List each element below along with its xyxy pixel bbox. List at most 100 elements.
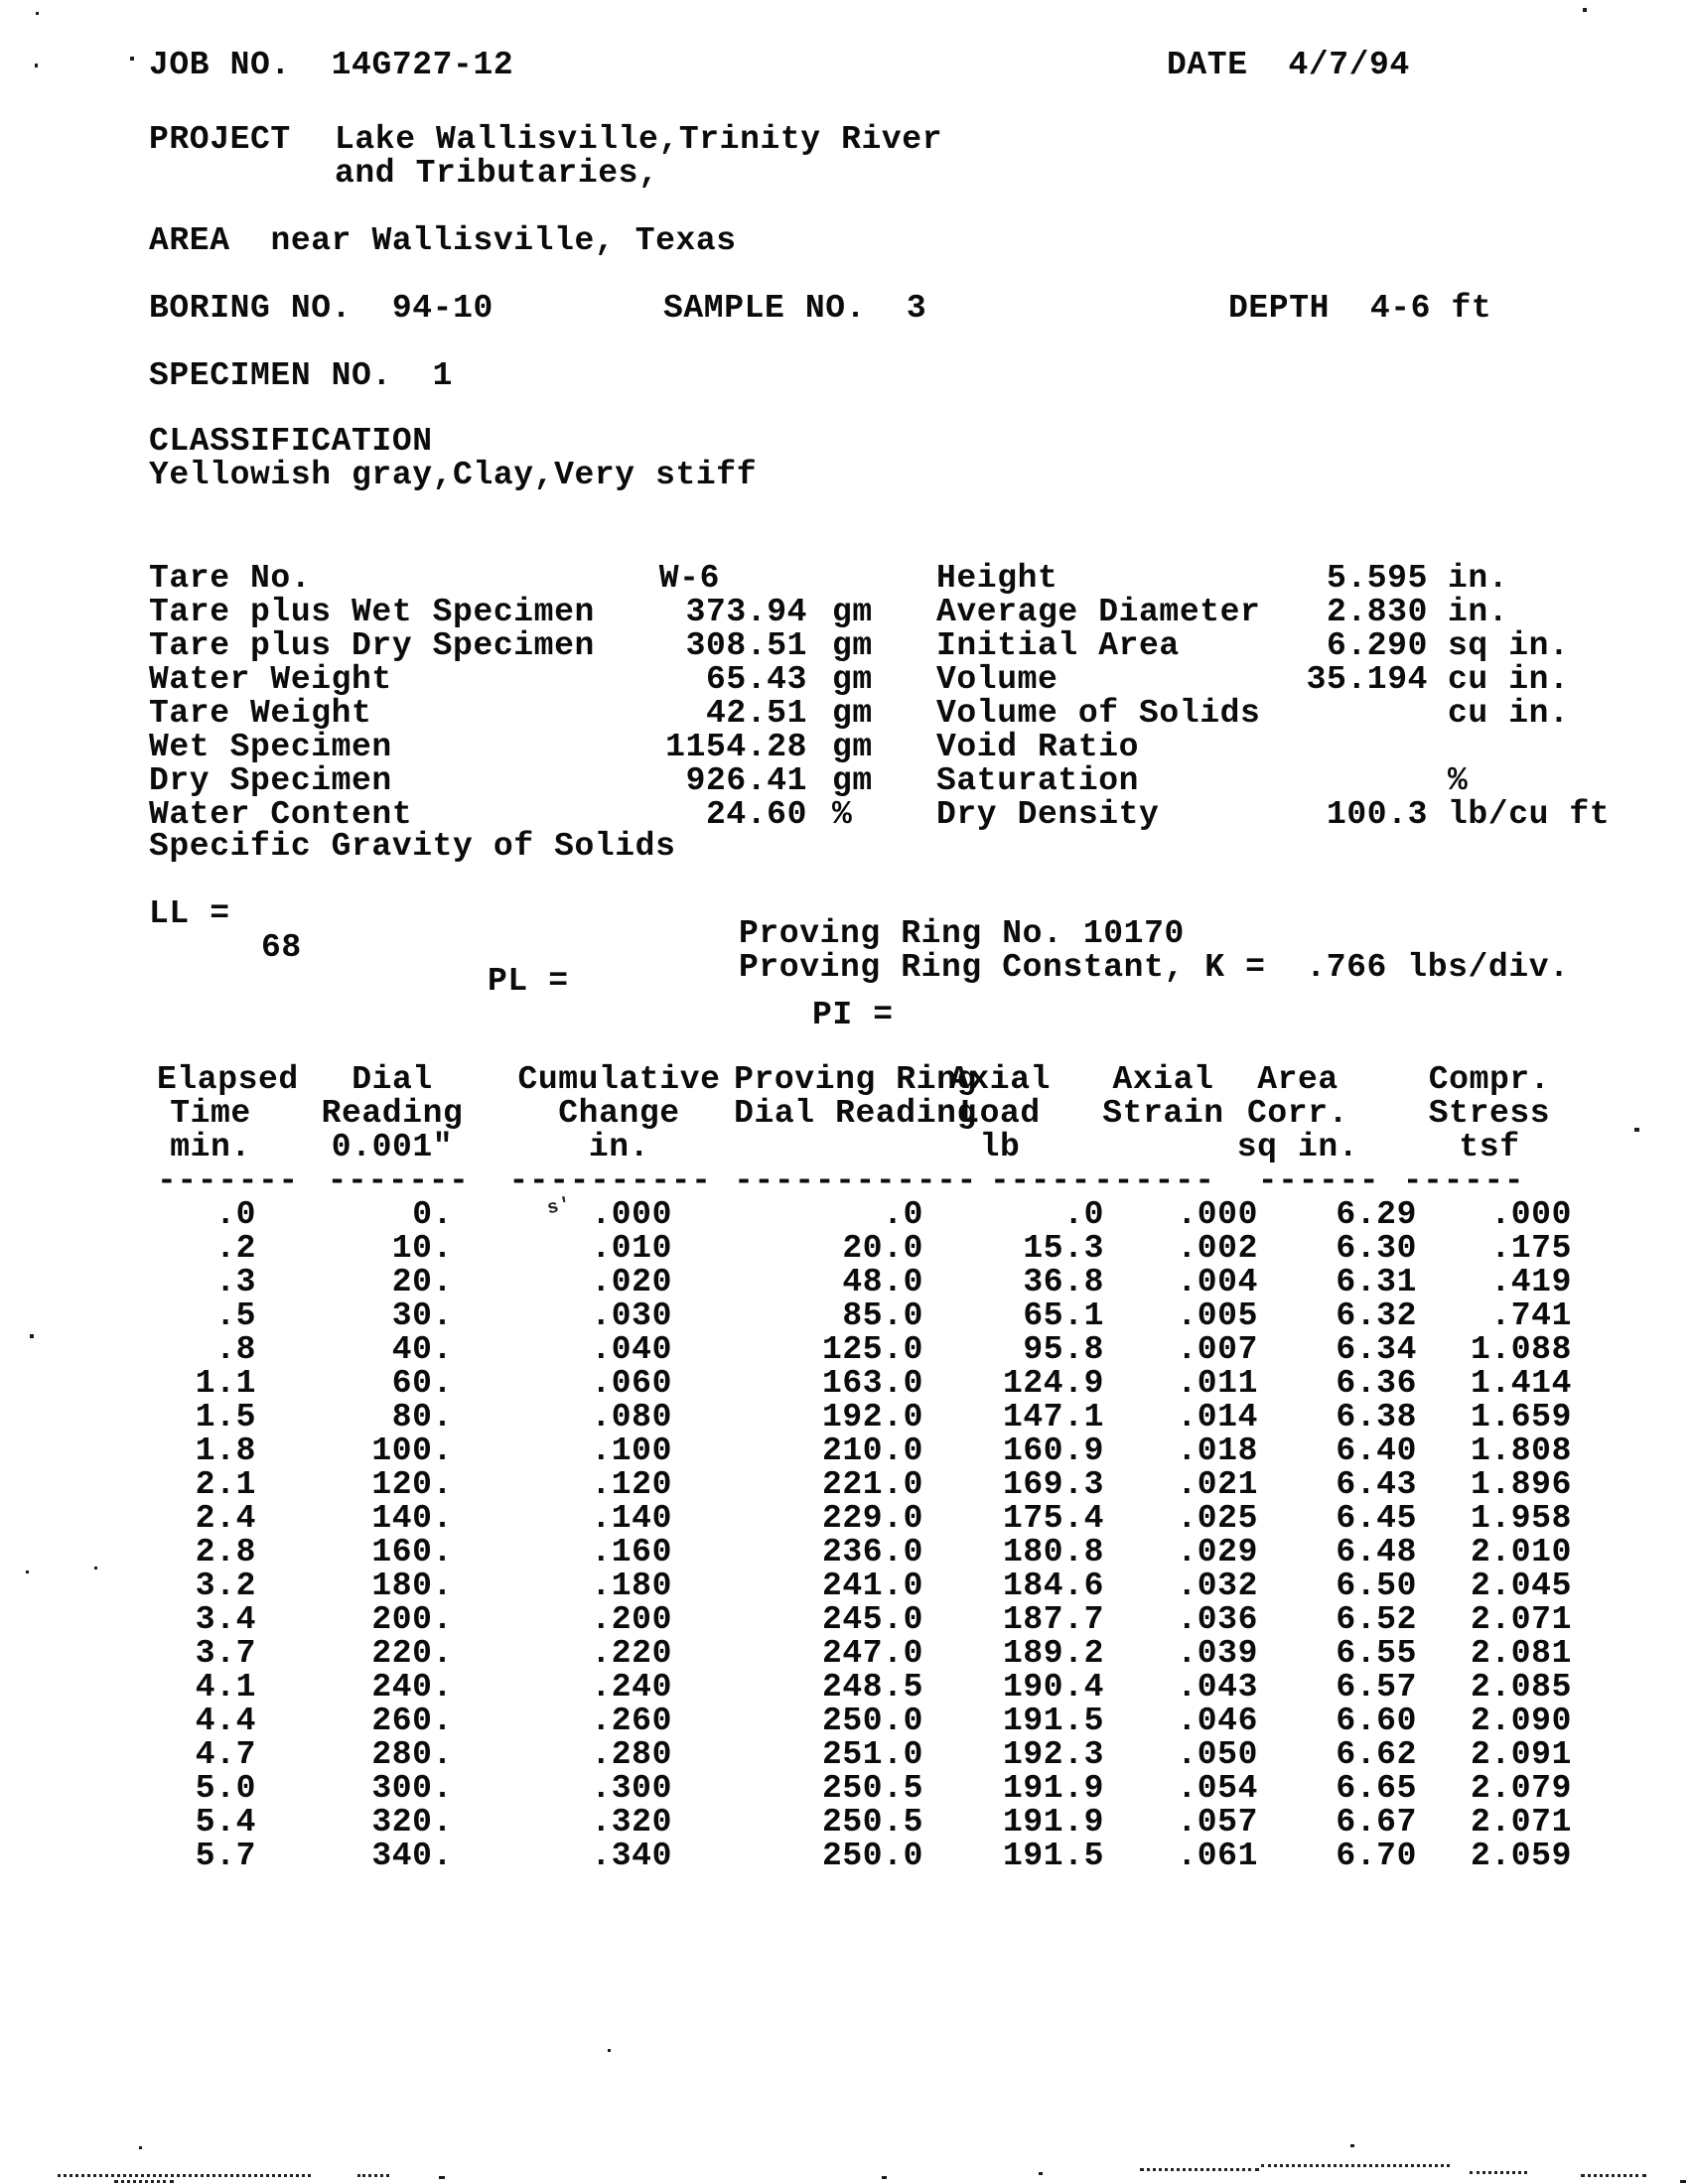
cell: 100. (371, 1433, 453, 1469)
cell: 3.2 (195, 1568, 256, 1604)
cell: .004 (1177, 1264, 1258, 1300)
ll-label: LL = (149, 895, 230, 932)
scan-noise (1581, 2174, 1646, 2177)
cell: .030 (591, 1297, 672, 1334)
cell: 2.045 (1470, 1568, 1572, 1604)
cell: 241.0 (821, 1568, 923, 1604)
cell: 6.55 (1336, 1635, 1417, 1672)
table-row: 3.7 220. .220 247.0 189.2 .039 6.55 2.081 (149, 1635, 1572, 1672)
table-row: 1.8 100. .100 210.0 160.9 .018 6.40 1.808 (149, 1433, 1572, 1469)
cell: 2.079 (1470, 1770, 1572, 1807)
cell: .0 (1063, 1196, 1104, 1233)
column-header: Dial Reading 0.001" (321, 1061, 464, 1165)
date-line: DATE 4/7/94 (1167, 49, 1410, 82)
cell: 192.3 (1002, 1736, 1104, 1773)
cell: 2.085 (1470, 1669, 1572, 1706)
area-label: AREA (149, 222, 230, 259)
column-dashes: ------- (327, 1162, 470, 1199)
cell: 6.36 (1336, 1365, 1417, 1402)
proving-ring-no: Proving Ring No. 10170 (739, 915, 1185, 952)
spec-unit: in. (1448, 594, 1509, 630)
atterberg-line: LL = 68 PL = PI = (149, 864, 1043, 1032)
cell: .741 (1490, 1297, 1572, 1334)
cell: 2.8 (195, 1534, 256, 1570)
cell: .120 (591, 1466, 672, 1503)
cell: 1.088 (1470, 1331, 1572, 1368)
cell: .043 (1177, 1669, 1258, 1706)
cell: 20.0 (842, 1230, 923, 1267)
proving-ring-constant: Proving Ring Constant, K = .766 lbs/div. (739, 949, 1570, 986)
cell: 1.8 (195, 1433, 256, 1469)
column-header: Axial Load lb (948, 1061, 1052, 1165)
date-value: 4/7/94 (1288, 47, 1410, 83)
spec-value: 65.43 (705, 661, 807, 698)
cell: 190.4 (1002, 1669, 1104, 1706)
cell: 2.081 (1470, 1635, 1572, 1672)
project-line2: and Tributaries, (335, 155, 659, 192)
spec-value: 35.194 (1306, 661, 1428, 698)
spec-value: 308.51 (685, 627, 807, 664)
spec-unit: sq in. (1448, 627, 1570, 664)
cell: 191.5 (1002, 1703, 1104, 1739)
cell: .020 (591, 1264, 672, 1300)
cell: 6.65 (1336, 1770, 1417, 1807)
cell: .002 (1177, 1230, 1258, 1267)
cell: .260 (591, 1703, 672, 1739)
cell: .021 (1177, 1466, 1258, 1503)
spec-row: Dry Density 100.3 lb/cu ft (936, 796, 1646, 833)
spec-unit: gm (832, 729, 873, 765)
scan-noise (35, 64, 38, 68)
cell: 160. (371, 1534, 453, 1570)
cell: 175.4 (1002, 1500, 1104, 1537)
spec-row: Wet Specimen 1154.28 gm (149, 729, 951, 765)
spec-label: Void Ratio (936, 729, 1140, 765)
column-dashes: ------ (1402, 1162, 1525, 1199)
cell: 6.60 (1336, 1703, 1417, 1739)
cell: 6.45 (1336, 1500, 1417, 1537)
cell: .029 (1177, 1534, 1258, 1570)
column-header: Cumulative Change in. (517, 1061, 721, 1165)
table-row: .5 30. .030 85.0 65.1 .005 6.32 .741 (149, 1297, 1572, 1334)
cell: 6.30 (1336, 1230, 1417, 1267)
cell: 40. (391, 1331, 453, 1368)
spec-label: Volume of Solids (936, 695, 1261, 732)
area-value: near Wallisville, Texas (270, 222, 737, 259)
cell: 95.8 (1023, 1331, 1104, 1368)
job-no-label: JOB NO. (149, 47, 291, 83)
cell: .240 (591, 1669, 672, 1706)
specific-gravity-line: Specific Gravity of Solids (149, 828, 676, 865)
specimen-data-left: Tare No. W-6 Tare plus Wet Specimen 373.94 g… (149, 560, 951, 833)
spec-unit: gm (832, 627, 873, 664)
project-line1: Lake Wallisville,Trinity River (335, 121, 943, 158)
boring-label: BORING NO. (149, 290, 352, 327)
cell: 240. (371, 1669, 453, 1706)
cell: 260. (371, 1703, 453, 1739)
scan-noise (1634, 1128, 1639, 1132)
cell: .8 (215, 1331, 256, 1368)
cell: 125.0 (821, 1331, 923, 1368)
cell: 6.50 (1336, 1568, 1417, 1604)
spec-unit: % (832, 796, 853, 833)
cell: .3 (215, 1264, 256, 1300)
ll-value: 68 (261, 929, 302, 966)
spec-row: Initial Area 6.290 sq in. (936, 627, 1646, 664)
column-dashes: ------ (1093, 1162, 1215, 1199)
scan-noise (1470, 2171, 1527, 2174)
scan-noise (1350, 2144, 1354, 2147)
table-row: 1.5 80. .080 192.0 147.1 .014 6.38 1.659 (149, 1399, 1572, 1435)
cell: .050 (1177, 1736, 1258, 1773)
spec-value: W-6 (658, 560, 720, 597)
cell: 340. (371, 1838, 453, 1874)
cell: .011 (1177, 1365, 1258, 1402)
cell: 280. (371, 1736, 453, 1773)
spec-row: Void Ratio (936, 729, 1646, 765)
cell: .040 (591, 1331, 672, 1368)
cell: 2.4 (195, 1500, 256, 1537)
spec-row: Volume 35.194 cu in. (936, 661, 1646, 698)
spec-value: 2.830 (1326, 594, 1428, 630)
boring-line: BORING NO. 94-10 (149, 292, 494, 326)
cell: .000 (1177, 1196, 1258, 1233)
project-label: PROJECT (149, 121, 291, 158)
cell: 2.059 (1470, 1838, 1572, 1874)
spec-unit: cu in. (1448, 695, 1570, 732)
